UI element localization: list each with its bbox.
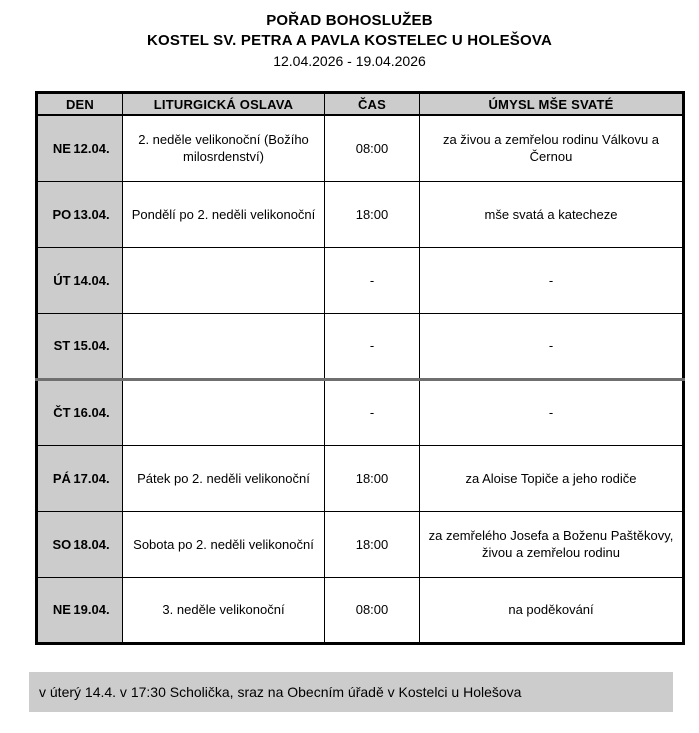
intention-cell: -	[419, 312, 684, 380]
day-date: 16.04.	[73, 405, 110, 420]
time-cell: 18:00	[324, 180, 420, 248]
celebration-cell	[122, 312, 325, 380]
day-abbrev: ČT	[53, 405, 71, 420]
day-cell: ST 15.04.	[36, 312, 123, 380]
intention-cell: -	[419, 246, 684, 314]
intention-cell: za Aloise Topiče a jeho rodiče	[419, 444, 684, 512]
time-cell: -	[324, 246, 420, 314]
table-row: SO 18.04. Sobota po 2. neděli velikonoční…	[36, 510, 684, 578]
title-block: POŘAD BOHOSLUŽEB KOSTEL SV. PETRA A PAVL…	[0, 11, 699, 71]
schedule-table: DEN LITURGICKÁ OSLAVA ČAS ÚMYSL MŠE SVAT…	[35, 91, 685, 645]
table-row: NE 12.04. 2. neděle velikonoční (Božího m…	[36, 114, 684, 182]
day-date: 17.04.	[73, 470, 110, 486]
celebration-cell: Sobota po 2. neděli velikonoční	[122, 510, 325, 578]
column-header-den: DEN	[36, 92, 123, 116]
time-cell: -	[324, 377, 420, 446]
table-row: NE 19.04. 3. neděle velikonoční 08:00 na …	[36, 576, 684, 644]
church-name: KOSTEL SV. PETRA A PAVLA KOSTELEC U HOLE…	[147, 32, 552, 49]
day-date: 13.04.	[73, 206, 110, 222]
day-cell: ČT 16.04.	[36, 377, 123, 446]
day-cell: NE 19.04.	[36, 576, 123, 644]
time-cell: 18:00	[324, 510, 420, 578]
table-row: PÁ 17.04. Pátek po 2. neděli velikonoční …	[36, 444, 684, 512]
footer-note: v úterý 14.4. v 17:30 Scholička, sraz na…	[29, 672, 673, 712]
day-abbrev: PÁ	[52, 470, 71, 486]
day-cell: SO 18.04.	[36, 510, 123, 578]
table-row: ČT 16.04. - -	[36, 377, 684, 446]
celebration-cell: Pondělí po 2. neděli velikonoční	[122, 180, 325, 248]
day-date: 15.04.	[73, 338, 110, 353]
intention-cell: za živou a zemřelou rodinu Válkovu a Čer…	[419, 114, 684, 182]
day-abbrev: ÚT	[53, 272, 71, 288]
intention-cell: na poděkování	[419, 576, 684, 644]
day-cell: PÁ 17.04.	[36, 444, 123, 512]
column-header-cas: ČAS	[324, 92, 420, 116]
day-cell: NE 12.04.	[36, 114, 123, 182]
time-cell: 08:00	[324, 576, 420, 644]
day-cell: ÚT 14.04.	[36, 246, 123, 314]
day-date: 14.04.	[73, 272, 110, 288]
day-date: 18.04.	[73, 536, 110, 552]
celebration-cell	[122, 246, 325, 314]
time-cell: 08:00	[324, 114, 420, 182]
intention-cell: -	[419, 377, 684, 446]
celebration-cell	[122, 377, 325, 446]
day-abbrev: NE	[52, 602, 71, 617]
time-cell: -	[324, 312, 420, 380]
table-row: PO 13.04. Pondělí po 2. neděli velikonočn…	[36, 180, 684, 248]
header-row: DEN LITURGICKÁ OSLAVA ČAS ÚMYSL MŠE SVAT…	[36, 92, 684, 116]
day-date: 19.04.	[73, 602, 110, 617]
day-date: 12.04.	[73, 140, 110, 156]
table-row: ST 15.04. - -	[36, 312, 684, 380]
day-cell: PO 13.04.	[36, 180, 123, 248]
footer-note-text: v úterý 14.4. v 17:30 Scholička, sraz na…	[39, 684, 522, 700]
time-cell: 18:00	[324, 444, 420, 512]
day-abbrev: PO	[52, 206, 72, 222]
intention-cell: za zemřelého Josefa a Boženu Paštěkovy, …	[419, 510, 684, 578]
day-abbrev: NE	[52, 140, 71, 156]
day-abbrev: ST	[53, 338, 71, 353]
celebration-cell: 2. neděle velikonoční (Božího milosrdens…	[122, 114, 325, 182]
celebration-cell: 3. neděle velikonoční	[122, 576, 325, 644]
column-header-umysl: ÚMYSL MŠE SVATÉ	[419, 92, 684, 116]
intention-cell: mše svatá a katecheze	[419, 180, 684, 248]
page-title: POŘAD BOHOSLUŽEB	[266, 12, 433, 29]
table-row: ÚT 14.04. - -	[36, 246, 684, 314]
column-header-liturgicka-oslava: LITURGICKÁ OSLAVA	[122, 92, 325, 116]
date-range: 12.04.2026 - 19.04.2026	[273, 53, 426, 69]
day-abbrev: SO	[52, 536, 72, 552]
celebration-cell: Pátek po 2. neděli velikonoční	[122, 444, 325, 512]
